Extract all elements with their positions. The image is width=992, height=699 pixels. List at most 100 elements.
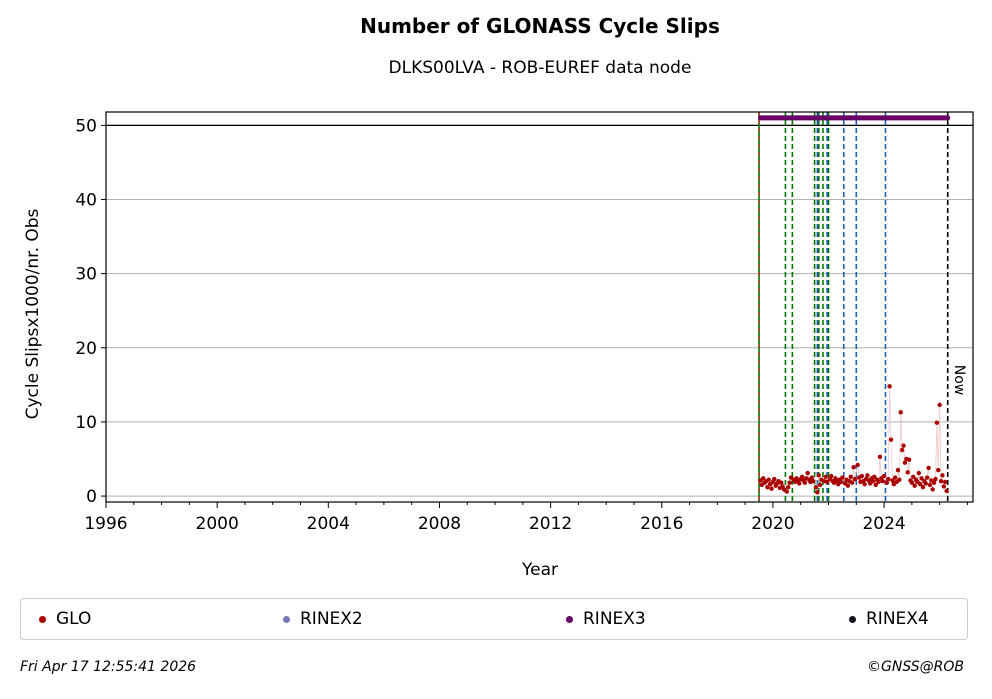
y-tick-label: 50: [75, 116, 97, 136]
glo-series-line: [760, 386, 947, 493]
legend-marker-rinex3: [566, 615, 573, 623]
glo-point: [870, 479, 876, 484]
glo-point: [887, 384, 892, 389]
glo-point: [865, 473, 870, 478]
glo-point: [787, 480, 792, 485]
glo-point: [890, 478, 895, 483]
glo-point: [911, 474, 916, 479]
glo-point: [838, 479, 844, 485]
glo-point: [873, 482, 878, 488]
legend-item-rinex4: RINEX4: [849, 599, 929, 639]
glo-point: [905, 470, 910, 475]
glo-point: [912, 483, 917, 488]
glo-point: [888, 437, 894, 442]
glo-point: [899, 447, 905, 453]
glo-point: [919, 476, 924, 481]
glo-point: [881, 473, 887, 479]
x-tick-label: 2008: [418, 514, 461, 534]
glo-point: [872, 474, 877, 479]
glo-point: [936, 467, 941, 473]
glo-point: [876, 479, 881, 485]
glo-point: [779, 480, 784, 485]
glo-point: [884, 480, 890, 485]
glo-point: [941, 484, 947, 489]
glo-point: [809, 475, 815, 480]
glo-point: [940, 473, 945, 478]
tick-layer: 0 10 20 30 40 50 1996 2000 2004 2008 2012 2016 2020 2…: [75, 116, 968, 534]
glo-point: [933, 476, 938, 482]
legend: GLO RINEX2 RINEX3 RINEX4: [20, 598, 968, 640]
glo-point: [851, 464, 856, 470]
glo-point: [772, 476, 777, 482]
glo-point: [829, 473, 834, 479]
y-tick-label: 10: [75, 413, 97, 433]
glo-point: [815, 490, 820, 495]
glo-point: [909, 480, 915, 485]
glo-point: [840, 475, 845, 480]
x-tick-label: 2016: [640, 514, 683, 534]
x-axis-label: Year: [521, 560, 558, 580]
glo-point: [823, 474, 828, 479]
glo-point: [937, 402, 942, 408]
glo-point: [944, 488, 949, 494]
vertical-lines-layer: [758, 112, 949, 502]
legend-label-rinex4: RINEX4: [866, 609, 929, 629]
legend-item-glo: GLO: [39, 599, 91, 639]
x-tick-label: 2012: [529, 514, 572, 534]
glo-point: [897, 477, 902, 482]
glo-point: [906, 457, 912, 462]
glo-point: [892, 475, 898, 480]
glo-point: [813, 484, 819, 490]
x-tick-label: 2024: [862, 514, 905, 534]
glo-point: [786, 484, 791, 490]
legend-marker-glo: [39, 615, 46, 623]
y-tick-label: 30: [75, 265, 97, 285]
glo-point: [930, 487, 935, 492]
grid-layer: [106, 124, 973, 497]
glo-point: [916, 470, 922, 476]
glo-point: [880, 479, 885, 484]
glo-point: [784, 489, 790, 494]
x-tick-label: 2004: [307, 514, 350, 534]
glo-point: [859, 473, 865, 479]
glo-point: [845, 483, 851, 488]
legend-marker-rinex4: [849, 615, 856, 623]
glo-point: [797, 481, 802, 486]
glo-point: [877, 454, 883, 459]
axes-frame: [105, 111, 974, 503]
glo-point: [811, 479, 816, 484]
glo-point: [901, 443, 906, 448]
chart-title: Number of GLONASS Cycle Slips: [360, 14, 720, 38]
x-tick-label: 2000: [196, 514, 239, 534]
glo-point: [766, 477, 771, 482]
glo-point: [926, 465, 931, 471]
glo-point: [920, 484, 926, 490]
glo-point: [855, 462, 860, 468]
glo-point: [931, 480, 937, 485]
glo-point: [943, 479, 948, 485]
glo-point: [927, 482, 933, 488]
glo-point: [934, 420, 940, 425]
glo-point: [852, 476, 858, 482]
y-tick-label: 0: [86, 487, 97, 507]
legend-label-glo: GLO: [56, 609, 92, 629]
legend-marker-rinex2: [283, 615, 290, 623]
glo-point: [805, 470, 810, 476]
glo-point: [849, 480, 855, 485]
footer-timestamp: Fri Apr 17 12:55:41 2026: [20, 659, 197, 675]
glo-point: [924, 475, 930, 480]
glo-point: [886, 476, 891, 482]
y-axis-label: Cycle Slipsx1000/nr. Obs: [23, 208, 43, 419]
x-tick-label: 2020: [751, 514, 794, 534]
now-label: Now: [951, 365, 967, 396]
glo-point: [802, 480, 808, 485]
y-tick-label: 40: [75, 190, 97, 210]
legend-label-rinex2: RINEX2: [300, 609, 363, 629]
chart-subtitle: DLKS00LVA - ROB-EUREF data node: [388, 58, 692, 78]
glo-point: [902, 460, 908, 465]
x-tick-label: 1996: [84, 514, 127, 534]
glo-point: [848, 474, 853, 479]
footer-credit: ©GNSS@ROB: [867, 659, 964, 675]
glo-point: [895, 467, 901, 473]
